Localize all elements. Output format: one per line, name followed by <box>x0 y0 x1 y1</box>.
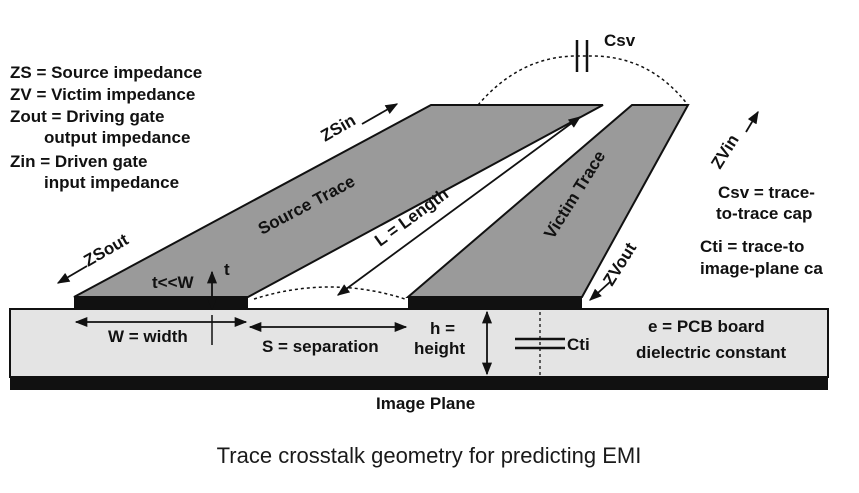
victim-trace-edge <box>408 297 582 309</box>
csv-label: Csv <box>604 31 636 50</box>
legend-zin-line1: Zin = Driven gate <box>10 152 147 171</box>
figure-caption: Trace crosstalk geometry for predicting … <box>217 443 642 468</box>
csv-dashed-arc <box>477 55 689 106</box>
legend-zout-line2: output impedance <box>44 128 190 147</box>
zvin-arrow <box>745 110 759 133</box>
note-cti-line1: Cti = trace-to <box>700 237 804 256</box>
legend-zs: ZS = Source impedance <box>10 63 202 82</box>
thickness-label: t <box>224 260 230 279</box>
image-plane <box>10 377 828 390</box>
zsin-label: ZSin <box>318 111 359 146</box>
legend-zin-line2: input impedance <box>44 173 179 192</box>
zsout-arrow <box>56 265 88 284</box>
note-csv-line2: to-trace cap <box>716 204 812 223</box>
image-plane-label: Image Plane <box>376 394 475 413</box>
zsin-arrow <box>361 103 399 125</box>
dielectric-line2: dielectric constant <box>636 343 787 362</box>
legend-zout-line1: Zout = Driving gate <box>10 107 164 126</box>
source-trace-edge <box>74 297 248 309</box>
note-cti-line2: image-plane ca <box>700 259 823 278</box>
note-csv-line1: Csv = trace- <box>718 183 815 202</box>
zsout-label: ZSout <box>81 230 132 271</box>
thickness-note: t<<W <box>152 273 195 292</box>
zvin-label: ZVin <box>707 131 742 172</box>
height-label-line1: h = <box>430 319 455 338</box>
dielectric-line1: e = PCB board <box>648 317 765 336</box>
separation-label: S = separation <box>262 337 379 356</box>
legend-zv: ZV = Victim impedance <box>10 85 195 104</box>
width-label: W = width <box>108 327 188 346</box>
separation-dashed-arc <box>253 286 406 300</box>
zvout-arrow <box>589 281 611 301</box>
height-label-line2: height <box>414 339 465 358</box>
length-arrow <box>336 116 582 296</box>
cti-label: Cti <box>567 335 590 354</box>
